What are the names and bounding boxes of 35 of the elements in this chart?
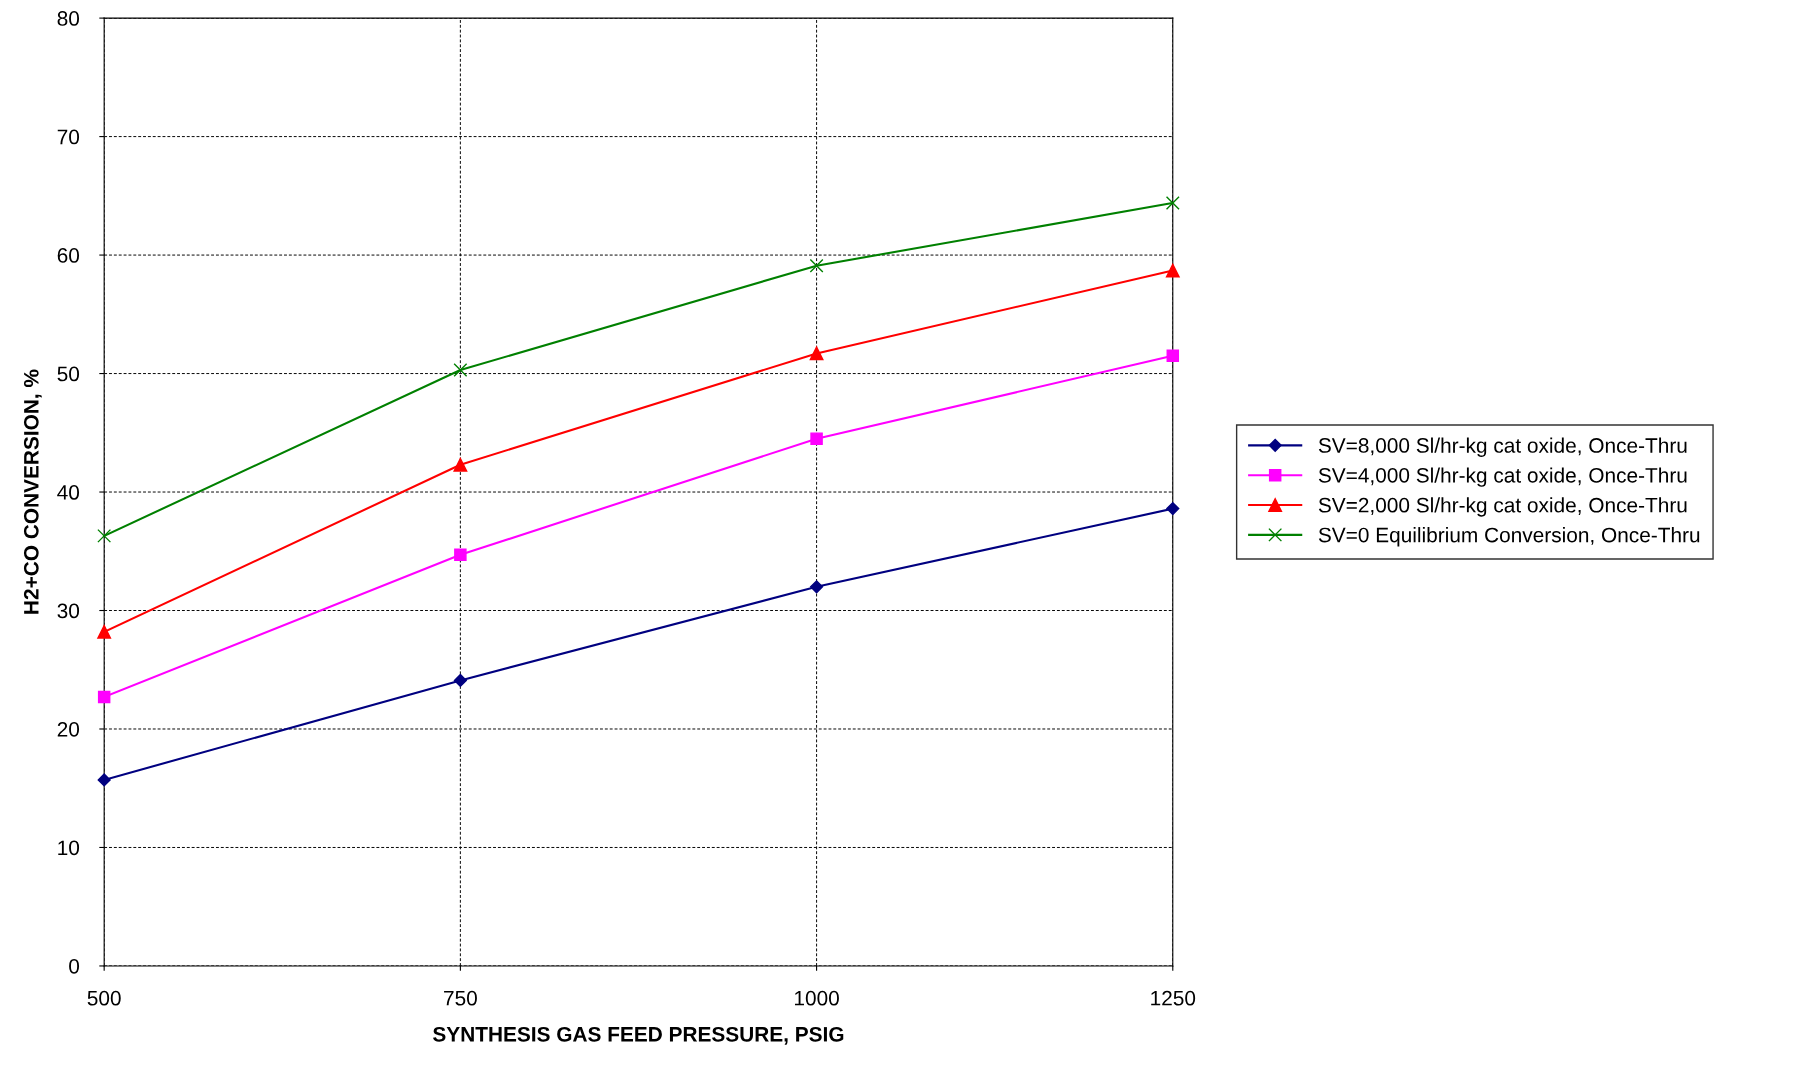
y-axis-title: H2+CO CONVERSION, % xyxy=(23,369,42,614)
y-tick-label: 70 xyxy=(57,129,80,145)
point xyxy=(453,457,468,472)
legend-label: SV=0 Equilibrium Conversion, Once-Thru xyxy=(1318,527,1700,547)
x-tick-label: 1250 xyxy=(1151,990,1196,1006)
y-tick-label: 10 xyxy=(58,840,80,856)
point xyxy=(810,432,823,445)
y-tick-label: 20 xyxy=(57,721,80,737)
legend-label: SV=8,000 Sl/hr-kg cat oxide, Once-Thru xyxy=(1318,437,1687,457)
legend-label: SV=2,000 Sl/hr-kg cat oxide, Once-Thru xyxy=(1318,497,1687,517)
x-axis-title: SYNTHESIS GAS FEED PRESSURE, PSIG xyxy=(433,1026,844,1045)
point xyxy=(1165,195,1180,210)
point xyxy=(809,580,824,594)
point xyxy=(1165,263,1180,278)
point xyxy=(1166,502,1180,516)
point xyxy=(454,548,467,562)
y-tick-label: 80 xyxy=(57,11,80,26)
point xyxy=(97,773,111,787)
point xyxy=(809,258,824,273)
point xyxy=(809,346,824,361)
point xyxy=(97,528,112,543)
y-tick-label: 60 xyxy=(57,248,80,263)
x-tick-label: 750 xyxy=(444,990,477,1006)
x-tick-label: 1000 xyxy=(795,990,839,1006)
point xyxy=(453,673,467,688)
x-tick-label: 500 xyxy=(87,990,121,1006)
y-tick-label: 40 xyxy=(57,485,80,500)
point xyxy=(1166,349,1180,363)
y-tick-label: 0 xyxy=(69,958,80,974)
point xyxy=(453,363,468,377)
legend-label: SV=4,000 Sl/hr-kg cat oxide, Once-Thru xyxy=(1318,467,1687,487)
point xyxy=(97,624,112,639)
point xyxy=(97,690,111,704)
y-tick-label: 50 xyxy=(57,366,80,382)
y-tick-label: 30 xyxy=(57,603,80,619)
